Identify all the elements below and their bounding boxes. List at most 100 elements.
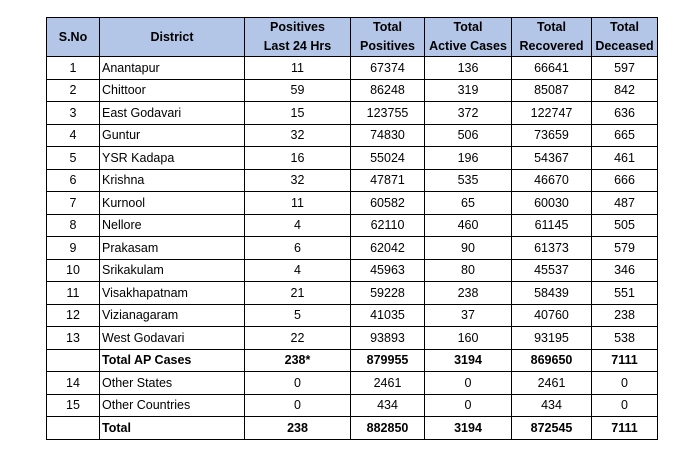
cell-sno: 3 bbox=[46, 101, 100, 125]
table-total-row: Total 238 882850 3194 872545 7111 bbox=[46, 416, 658, 440]
cell-sno: 9 bbox=[46, 236, 100, 260]
cell-recovered: 2461 bbox=[511, 371, 592, 395]
cell-active-cases: 65 bbox=[424, 191, 512, 215]
cell-total-positives: 59228 bbox=[350, 281, 425, 305]
cell-total-positives: 434 bbox=[350, 393, 425, 417]
cell-total-positives: 55024 bbox=[350, 146, 425, 170]
header-total-active-cases: Total Active Cases bbox=[424, 17, 512, 57]
cell-sno: 2 bbox=[46, 78, 100, 102]
cell-sno bbox=[46, 416, 100, 440]
header-total-recovered: Total Recovered bbox=[511, 17, 592, 57]
cell-deceased: 7111 bbox=[591, 348, 658, 372]
cell-positives-24h: 0 bbox=[244, 393, 351, 417]
cell-deceased: 7111 bbox=[591, 416, 658, 440]
cell-total-positives: 879955 bbox=[350, 348, 425, 372]
cell-total-positives: 93893 bbox=[350, 326, 425, 350]
cell-active-cases: 535 bbox=[424, 168, 512, 192]
cell-sno: 14 bbox=[46, 371, 100, 395]
table-total-row: Total AP Cases 238* 879955 3194 869650 7111 bbox=[46, 348, 658, 372]
cell-sno: 15 bbox=[46, 393, 100, 417]
cell-deceased: 238 bbox=[591, 303, 658, 327]
cell-total-positives: 123755 bbox=[350, 101, 425, 125]
cell-active-cases: 3194 bbox=[424, 348, 512, 372]
cell-district: West Godavari bbox=[99, 326, 245, 350]
cell-positives-24h: 5 bbox=[244, 303, 351, 327]
cell-deceased: 0 bbox=[591, 393, 658, 417]
cell-deceased: 636 bbox=[591, 101, 658, 125]
cell-sno bbox=[46, 348, 100, 372]
cell-district: Krishna bbox=[99, 168, 245, 192]
table-header: S.No District Positives Last 24 Hrs Total… bbox=[46, 17, 658, 57]
table-row: 7 Kurnool 11 60582 65 60030 487 bbox=[46, 191, 658, 215]
table-body: 1 Anantapur 11 67374 136 66641 597 2 Chittoor 59 8… bbox=[46, 56, 658, 440]
cell-active-cases: 372 bbox=[424, 101, 512, 125]
cell-deceased: 0 bbox=[591, 371, 658, 395]
cell-recovered: 58439 bbox=[511, 281, 592, 305]
cell-district: Srikakulam bbox=[99, 258, 245, 282]
cell-positives-24h: 16 bbox=[244, 146, 351, 170]
cell-recovered: 434 bbox=[511, 393, 592, 417]
cell-total-positives: 62110 bbox=[350, 213, 425, 237]
table-row: 6 Krishna 32 47871 535 46670 666 bbox=[46, 168, 658, 192]
cell-district: Vizianagaram bbox=[99, 303, 245, 327]
cell-active-cases: 136 bbox=[424, 56, 512, 80]
cell-total-positives: 62042 bbox=[350, 236, 425, 260]
cell-deceased: 665 bbox=[591, 123, 658, 147]
cell-sno: 5 bbox=[46, 146, 100, 170]
header-total-positives: Total Positives bbox=[350, 17, 425, 57]
cell-total-positives: 45963 bbox=[350, 258, 425, 282]
cell-district: Prakasam bbox=[99, 236, 245, 260]
cell-positives-24h: 238* bbox=[244, 348, 351, 372]
cell-total-positives: 41035 bbox=[350, 303, 425, 327]
cell-total-positives: 67374 bbox=[350, 56, 425, 80]
cell-district: YSR Kadapa bbox=[99, 146, 245, 170]
cell-active-cases: 90 bbox=[424, 236, 512, 260]
table-row: 2 Chittoor 59 86248 319 85087 842 bbox=[46, 78, 658, 102]
cell-sno: 6 bbox=[46, 168, 100, 192]
cell-total-positives: 47871 bbox=[350, 168, 425, 192]
cell-recovered: 73659 bbox=[511, 123, 592, 147]
cell-deceased: 666 bbox=[591, 168, 658, 192]
cell-active-cases: 319 bbox=[424, 78, 512, 102]
cell-active-cases: 460 bbox=[424, 213, 512, 237]
table-row: 9 Prakasam 6 62042 90 61373 579 bbox=[46, 236, 658, 260]
cell-active-cases: 0 bbox=[424, 371, 512, 395]
cell-sno: 8 bbox=[46, 213, 100, 237]
header-sno: S.No bbox=[46, 17, 100, 57]
header-positives-last-24-hrs: Positives Last 24 Hrs bbox=[244, 17, 351, 57]
cell-positives-24h: 59 bbox=[244, 78, 351, 102]
cell-recovered: 66641 bbox=[511, 56, 592, 80]
table-row: 5 YSR Kadapa 16 55024 196 54367 461 bbox=[46, 146, 658, 170]
cell-recovered: 93195 bbox=[511, 326, 592, 350]
cell-positives-24h: 11 bbox=[244, 191, 351, 215]
cell-sno: 12 bbox=[46, 303, 100, 327]
table-row: 13 West Godavari 22 93893 160 93195 538 bbox=[46, 326, 658, 350]
cell-active-cases: 80 bbox=[424, 258, 512, 282]
cell-positives-24h: 32 bbox=[244, 123, 351, 147]
table-row: 10 Srikakulam 4 45963 80 45537 346 bbox=[46, 258, 658, 282]
cell-positives-24h: 238 bbox=[244, 416, 351, 440]
cell-recovered: 46670 bbox=[511, 168, 592, 192]
cell-district: Nellore bbox=[99, 213, 245, 237]
cell-recovered: 872545 bbox=[511, 416, 592, 440]
cell-positives-24h: 22 bbox=[244, 326, 351, 350]
cell-deceased: 597 bbox=[591, 56, 658, 80]
cell-total-positives: 60582 bbox=[350, 191, 425, 215]
cell-district: Total bbox=[99, 416, 245, 440]
cell-recovered: 40760 bbox=[511, 303, 592, 327]
header-row: S.No District Positives Last 24 Hrs Total… bbox=[46, 17, 658, 57]
cell-recovered: 61145 bbox=[511, 213, 592, 237]
cell-deceased: 346 bbox=[591, 258, 658, 282]
cell-sno: 10 bbox=[46, 258, 100, 282]
cell-recovered: 54367 bbox=[511, 146, 592, 170]
cell-recovered: 60030 bbox=[511, 191, 592, 215]
cell-active-cases: 0 bbox=[424, 393, 512, 417]
cell-positives-24h: 32 bbox=[244, 168, 351, 192]
cell-recovered: 45537 bbox=[511, 258, 592, 282]
cell-deceased: 487 bbox=[591, 191, 658, 215]
table-row: 4 Guntur 32 74830 506 73659 665 bbox=[46, 123, 658, 147]
cell-sno: 11 bbox=[46, 281, 100, 305]
cell-deceased: 461 bbox=[591, 146, 658, 170]
table-row: 1 Anantapur 11 67374 136 66641 597 bbox=[46, 56, 658, 80]
cell-active-cases: 3194 bbox=[424, 416, 512, 440]
